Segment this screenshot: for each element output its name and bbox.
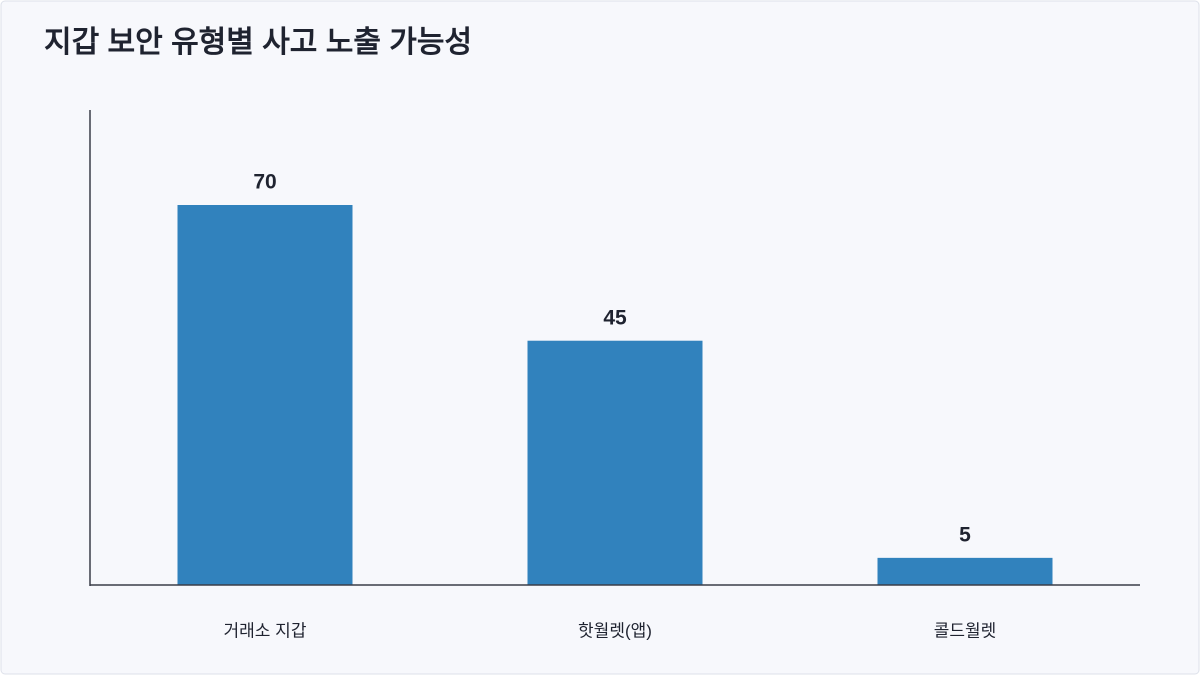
bar: [527, 340, 703, 585]
chart-title: 지갑 보안 유형별 사고 노출 가능성: [44, 26, 472, 59]
bar: [177, 205, 353, 585]
value-label: 70: [253, 171, 276, 194]
value-label: 5: [959, 523, 971, 546]
x-tick-label: 콜드월렛: [934, 621, 997, 640]
x-tick-label: 핫월렛(앱): [578, 621, 652, 640]
bar: [877, 557, 1053, 585]
x-tick-label: 거래소 지갑: [224, 621, 307, 640]
value-label: 45: [603, 306, 627, 329]
